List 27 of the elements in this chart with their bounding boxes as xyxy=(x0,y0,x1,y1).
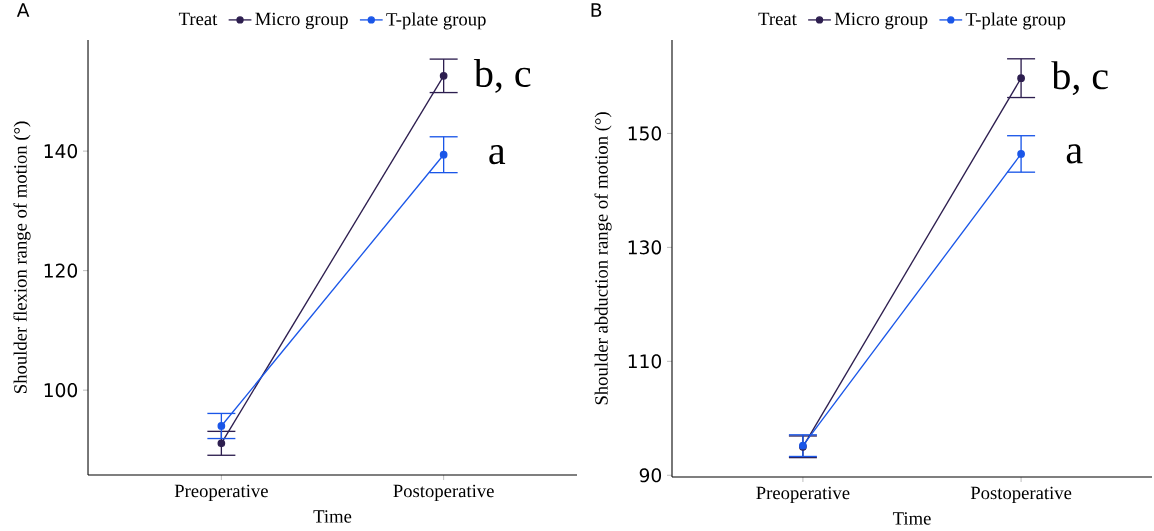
annotation: a xyxy=(1066,144,1083,164)
y-axis-title: Shoulder flexion range of motion (°) xyxy=(13,121,31,393)
x-axis-title: Time xyxy=(313,510,352,523)
x-axis-title: Time xyxy=(892,512,931,525)
legend-title: Treat xyxy=(178,12,218,26)
chart-title: B xyxy=(591,3,602,17)
annotation: b, c xyxy=(473,58,531,93)
y-tick-label: 150 xyxy=(628,126,662,141)
legend-label: T-plate group xyxy=(386,12,486,30)
chart-title: A xyxy=(16,3,30,17)
y-axis-title: Shoulder abduction range of motion (°) xyxy=(594,112,612,405)
x-tick-label: Postoperative xyxy=(970,486,1072,504)
y-tick-label: 140 xyxy=(44,144,78,159)
x-tick-label: Preoperative xyxy=(174,484,268,502)
legend-label: Micro group xyxy=(255,12,348,30)
y-tick-label: 110 xyxy=(628,354,662,369)
annotation: a xyxy=(489,145,506,165)
x-tick-label: Postoperative xyxy=(393,484,494,502)
y-tick-label: 90 xyxy=(639,468,662,483)
x-tick-label: Preoperative xyxy=(756,486,850,504)
legend-label: Micro group xyxy=(834,12,928,30)
legend-title: Treat xyxy=(758,12,797,26)
annotation: b, c xyxy=(1051,61,1108,96)
y-tick-label: 120 xyxy=(44,263,78,278)
y-tick-label: 100 xyxy=(44,383,78,398)
legend-label: T-plate group xyxy=(965,12,1066,30)
y-tick-label: 130 xyxy=(628,240,662,255)
